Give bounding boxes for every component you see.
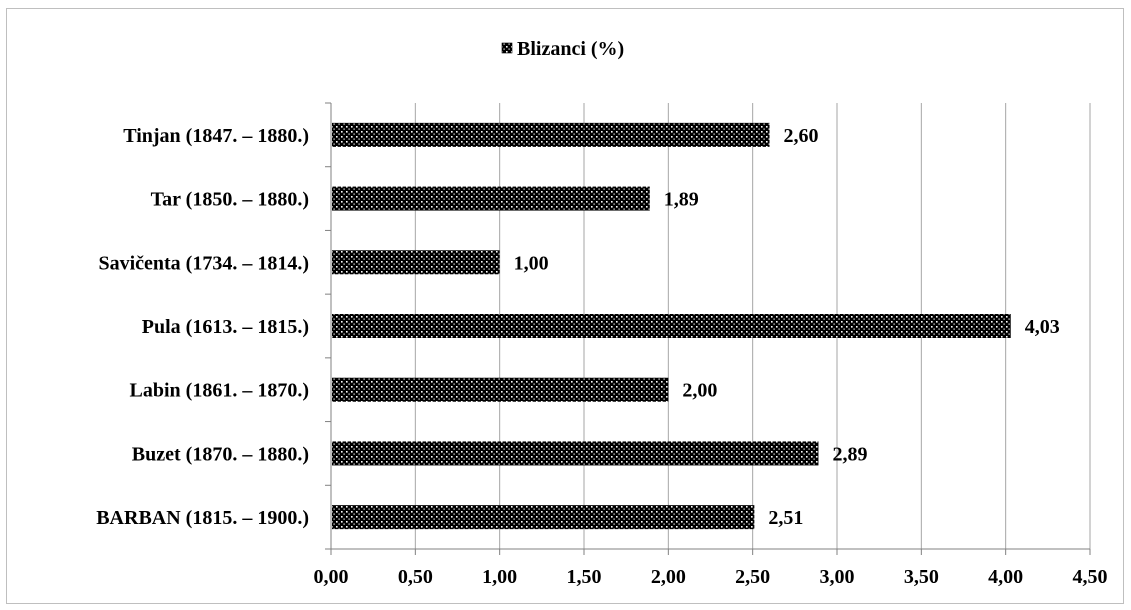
x-tick-label: 3,00 xyxy=(820,566,855,588)
bar xyxy=(332,314,1011,338)
data-label: 4,03 xyxy=(1025,316,1060,338)
category-label: Buzet (1870. – 1880.) xyxy=(132,443,309,465)
x-tick-label: 2,50 xyxy=(735,566,770,588)
bar xyxy=(332,505,754,529)
x-tick-label: 4,00 xyxy=(988,566,1023,588)
x-tick-label: 4,50 xyxy=(1073,566,1108,588)
bar xyxy=(332,441,818,465)
category-label: Labin (1861. – 1870.) xyxy=(130,380,309,402)
bar xyxy=(332,250,500,274)
data-label: 2,89 xyxy=(832,443,867,465)
legend-label: Blizanci (%) xyxy=(517,38,624,60)
data-label: 2,60 xyxy=(784,125,819,147)
data-label: 2,00 xyxy=(682,380,717,402)
category-label: Tinjan (1847. – 1880.) xyxy=(123,125,309,147)
x-tick-label: 1,50 xyxy=(567,566,602,588)
data-label: 2,51 xyxy=(768,507,803,529)
x-tick-label: 0,50 xyxy=(398,566,433,588)
category-label: Pula (1613. – 1815.) xyxy=(142,316,309,338)
data-label: 1,89 xyxy=(664,189,699,211)
bars xyxy=(332,123,1011,529)
category-label: Tar (1850. – 1880.) xyxy=(151,189,309,211)
category-label: Savičenta (1734. – 1814.) xyxy=(98,252,309,274)
data-label: 1,00 xyxy=(514,252,549,274)
x-tick-label: 0,00 xyxy=(314,566,349,588)
x-tick-label: 1,00 xyxy=(482,566,517,588)
bar xyxy=(332,187,650,211)
legend: Blizanci (%) xyxy=(502,38,624,60)
category-label: BARBAN (1815. – 1900.) xyxy=(96,507,309,529)
bar xyxy=(332,123,770,147)
x-tick-label: 3,50 xyxy=(904,566,939,588)
legend-swatch xyxy=(502,43,512,53)
bar xyxy=(332,378,668,402)
x-tick-label: 2,00 xyxy=(651,566,686,588)
